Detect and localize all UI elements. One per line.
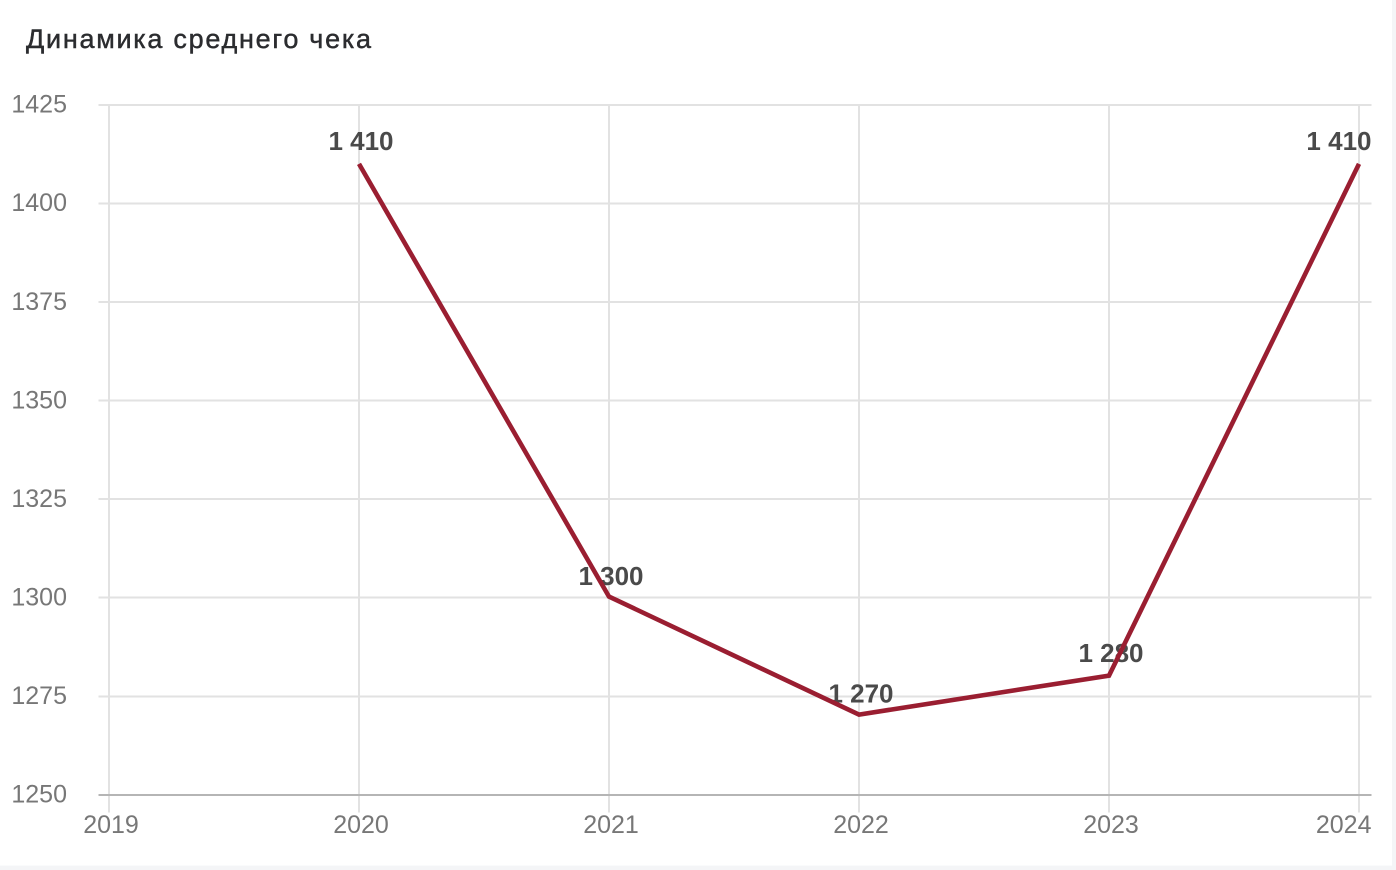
svg-text:1 410: 1 410 [328,126,393,156]
svg-text:1425: 1425 [11,91,67,119]
svg-text:2024: 2024 [1316,811,1372,839]
svg-text:1350: 1350 [11,386,67,414]
svg-text:1 300: 1 300 [578,561,643,591]
svg-text:1375: 1375 [11,288,67,316]
svg-text:1250: 1250 [11,781,67,809]
svg-text:1300: 1300 [11,584,67,612]
svg-text:2020: 2020 [333,811,389,839]
svg-text:1 410: 1 410 [1306,126,1371,156]
svg-text:1 280: 1 280 [1078,638,1143,668]
svg-text:2019: 2019 [83,811,139,839]
svg-text:1400: 1400 [11,189,67,217]
svg-text:2021: 2021 [583,811,639,839]
svg-text:1325: 1325 [11,485,67,513]
svg-text:2022: 2022 [833,811,889,839]
svg-text:Динамика среднего чека: Динамика среднего чека [26,24,372,54]
svg-text:2023: 2023 [1083,811,1139,839]
svg-text:1275: 1275 [11,682,67,710]
